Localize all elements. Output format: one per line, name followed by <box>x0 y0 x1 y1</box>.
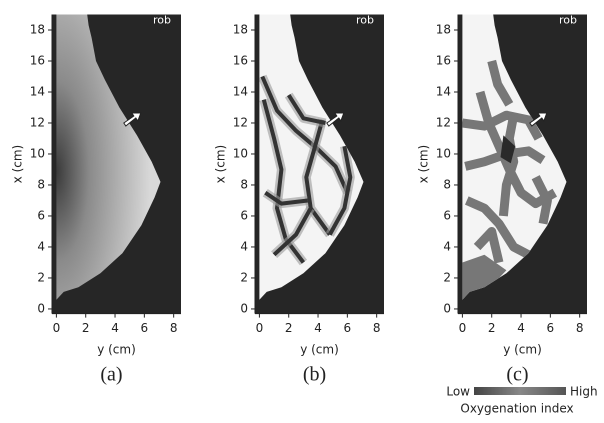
x-tick-label: 6 <box>141 321 149 335</box>
colorbar-high: High <box>570 385 598 399</box>
y-tick-label: 12 <box>30 115 45 129</box>
y-tick-label: 8 <box>443 177 451 191</box>
annotation: rob <box>356 14 374 27</box>
y-tick-label: 8 <box>37 177 45 191</box>
x-tick-label: 6 <box>344 321 352 335</box>
x-tick-label: 2 <box>285 321 293 335</box>
y-tick-label: 16 <box>436 53 451 67</box>
x-tick-label: 8 <box>170 321 178 335</box>
panel-label: (b) <box>303 364 326 386</box>
x-tick-label: 6 <box>547 321 555 335</box>
y-tick-label: 16 <box>233 53 248 67</box>
x-tick-label: 8 <box>373 321 381 335</box>
x-tick-label: 4 <box>314 321 322 335</box>
x-axis-label: y (cm) <box>300 343 339 357</box>
y-tick-label: 6 <box>37 208 45 222</box>
y-tick-label: 0 <box>37 301 45 315</box>
y-tick-label: 12 <box>233 115 248 129</box>
y-axis-label: x (cm) <box>214 145 228 184</box>
y-tick-label: 10 <box>233 146 248 160</box>
colorbar <box>474 387 566 395</box>
y-tick-label: 2 <box>240 270 248 284</box>
colorbar-label: Oxygenation index <box>460 402 573 416</box>
y-tick-label: 2 <box>37 270 45 284</box>
figure: rob02468024681012141618y (cm)x (cm)(a)ro… <box>0 0 604 419</box>
annotation: rob <box>559 14 577 27</box>
y-tick-label: 2 <box>443 270 451 284</box>
x-tick-label: 0 <box>53 321 61 335</box>
x-tick-label: 0 <box>459 321 467 335</box>
y-tick-label: 0 <box>240 301 248 315</box>
x-tick-label: 2 <box>82 321 90 335</box>
annotation: rob <box>153 14 171 27</box>
y-tick-label: 6 <box>443 208 451 222</box>
panel: rob 0 2 4 6 8 0 2 4 6 8 10 12 14 16 18 y (cm) x (cm) (c) Lo… <box>417 14 598 416</box>
y-tick-label: 12 <box>436 115 451 129</box>
y-tick-label: 18 <box>436 22 451 36</box>
y-tick-label: 14 <box>233 84 248 98</box>
x-tick-label: 2 <box>488 321 496 335</box>
y-tick-label: 10 <box>436 146 451 160</box>
y-axis-label: x (cm) <box>417 145 431 184</box>
panel: rob 0 2 4 6 8 0 2 4 6 8 10 12 14 16 18 y (cm) x (cm) (b) <box>214 14 385 386</box>
y-tick-label: 16 <box>30 53 45 67</box>
y-tick-label: 0 <box>443 301 451 315</box>
y-tick-label: 14 <box>436 84 451 98</box>
y-tick-label: 18 <box>30 22 45 36</box>
y-tick-label: 4 <box>240 239 248 253</box>
colorbar-low: Low <box>446 385 470 399</box>
y-tick-label: 8 <box>240 177 248 191</box>
y-tick-label: 10 <box>30 146 45 160</box>
y-axis-label: x (cm) <box>11 145 25 184</box>
panel-label: (c) <box>506 364 528 386</box>
y-tick-label: 4 <box>37 239 45 253</box>
x-axis-label: y (cm) <box>97 343 136 357</box>
x-tick-label: 4 <box>111 321 119 335</box>
x-tick-label: 8 <box>576 321 584 335</box>
y-tick-label: 14 <box>30 84 45 98</box>
panel-label: (a) <box>100 364 122 386</box>
x-tick-label: 4 <box>517 321 525 335</box>
x-tick-label: 0 <box>256 321 264 335</box>
panel: rob 0 2 4 6 8 0 2 4 6 8 10 12 14 16 18 y (cm) x (cm) (a) <box>11 14 182 386</box>
y-tick-label: 4 <box>443 239 451 253</box>
y-tick-label: 18 <box>233 22 248 36</box>
y-tick-label: 6 <box>240 208 248 222</box>
x-axis-label: y (cm) <box>503 343 542 357</box>
